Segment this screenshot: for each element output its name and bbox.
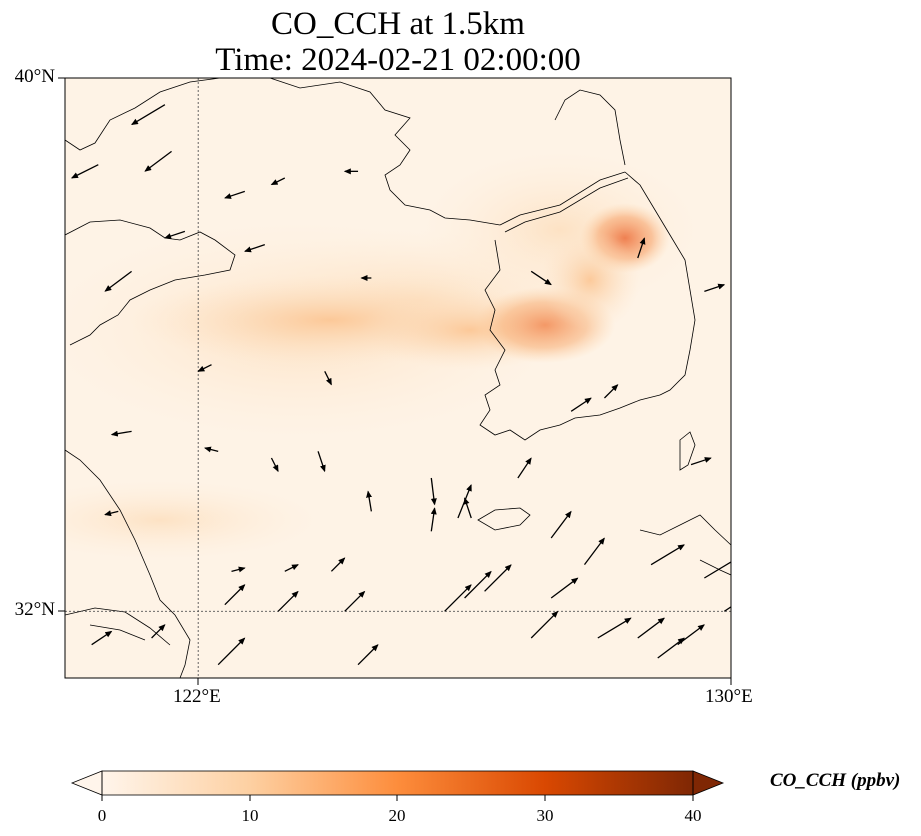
wind-arrow [104,510,119,517]
map-title-line1: CO_CCH at 1.5km [271,6,525,42]
wind-arrow [604,384,619,399]
colorbar-ticklabel-10: 10 [241,806,259,825]
wind-arrow [270,457,279,473]
kyushu-coast [639,514,731,576]
wind-arrow [550,510,572,539]
wind-arrow [270,177,286,186]
wind-arrow [484,564,512,592]
wind-arrow [244,244,266,253]
plume-link [540,230,640,330]
wind-arrow [583,537,605,566]
coastline-liaodong [65,78,501,226]
wind-arrow [231,566,246,573]
wind-arrow [204,446,219,453]
wind-arrow [530,610,559,639]
lat-label-40n: 40°N [14,66,55,87]
wind-arrow [430,477,437,506]
lon-label-122e: 122°E [173,686,221,707]
wind-arrow [131,104,166,126]
coastline-china-east [65,449,191,678]
coastline-north-korea-east [554,89,626,166]
wind-arrow [224,584,246,606]
jeju-island [477,507,531,531]
wind-arrow [284,564,299,572]
wind-arrow [357,644,379,666]
wind-arrow [444,584,472,612]
wind-arrow [657,637,685,659]
tsushima-island [679,431,696,471]
wind-arrow [463,497,472,519]
colorbar-ticklabel-40: 40 [684,806,702,825]
wind-arrow [144,150,172,172]
wind-arrow [151,624,166,639]
wind-arrow [597,617,632,639]
wind-arrow [164,230,186,239]
colorbar-ticklabel-0: 0 [97,806,107,825]
colorbar-label: CO_CCH (ppbv) [770,770,901,791]
coastline-korea-west [479,171,661,441]
coastline-korea-east [624,171,696,396]
lat-label-32n: 32°N [14,599,55,620]
wind-arrow [277,590,299,612]
wind-arrow [723,606,731,612]
wind-arrow [104,270,132,292]
wind-arrow [224,190,246,199]
wind-arrow [110,430,132,437]
colorbar-extend-min [70,770,103,796]
wind-arrow [197,364,212,372]
wind-arrow [517,457,532,479]
lon-label-130e: 130°E [705,686,753,707]
map-frame [64,77,732,679]
colorbar-ticklabel-20: 20 [388,806,406,825]
wind-arrow [650,544,685,566]
wind-arrow [430,507,437,532]
wind-arrow [690,457,712,466]
wind-arrow [71,164,99,179]
axis-ticks [58,77,732,685]
wind-arrow [324,371,332,386]
wind-arrow [91,630,113,646]
gridlines [65,78,731,678]
wind-arrow [637,237,646,259]
map-panel [65,78,731,678]
colorbar-ticklabel-30: 30 [536,806,554,825]
wind-arrow [704,283,726,292]
wind-arrow [704,557,731,579]
wind-arrow [530,270,552,286]
wind-arrow [366,490,373,512]
wind-vectors [71,104,731,666]
wind-arrow [317,451,326,473]
wind-arrow [550,577,579,599]
map-title-line2: Time: 2024-02-21 02:00:00 [215,42,581,78]
wind-arrow [464,570,492,599]
co-concentration-field [65,150,700,560]
wind-arrow [344,590,366,612]
colorbar-extend-max [692,770,725,796]
wind-arrow [217,637,246,666]
wind-arrow [570,397,592,412]
colorbar-body [102,771,693,795]
wind-arrow [330,557,346,572]
wind-arrow [637,617,665,639]
plume-halo-southwest [65,480,320,560]
colorbar [70,770,725,801]
coastline-bohai-west [65,219,236,346]
